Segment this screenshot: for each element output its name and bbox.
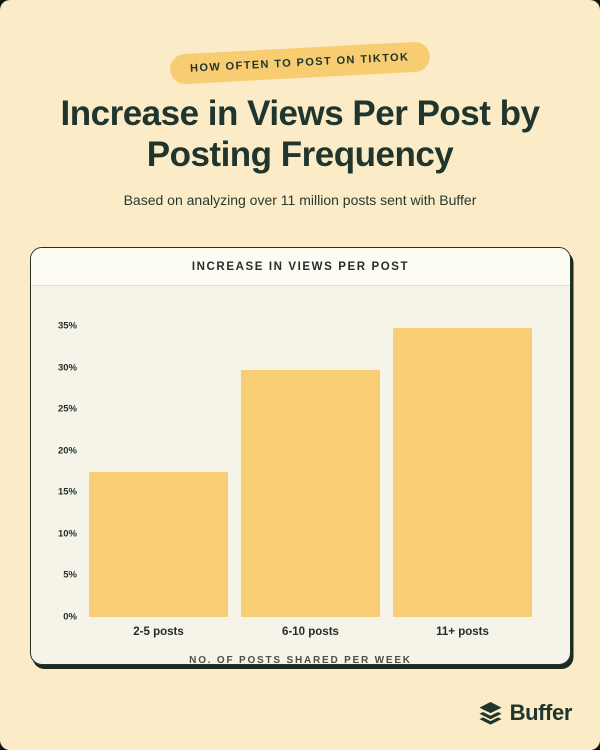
buffer-wordmark: Buffer — [509, 700, 573, 725]
x-axis-labels: 2-5 posts 6-10 posts 11+ posts — [31, 617, 570, 638]
badge-container: HOW OFTEN TO POST ON TIKTOK — [0, 0, 600, 85]
buffer-logo-icon — [479, 701, 502, 725]
page-subtitle: Based on analyzing over 11 million posts… — [123, 192, 477, 209]
bar — [241, 370, 380, 617]
y-axis-tick-label: 10% — [57, 528, 77, 540]
bar — [89, 471, 228, 617]
bar-chart: 0% 5% 10% 15% 20% 25% 30% 35% — [31, 286, 570, 623]
y-axis: 0% 5% 10% 15% 20% 25% 30% 35% — [43, 306, 89, 623]
topic-badge: HOW OFTEN TO POST ON TIKTOK — [169, 41, 431, 85]
plot-area — [89, 306, 532, 617]
y-axis-tick-label: 15% — [57, 486, 77, 498]
x-axis-label: 11+ posts — [436, 626, 489, 638]
y-axis-tick-label: 5% — [63, 569, 77, 581]
y-axis-tick-label: 25% — [57, 403, 77, 415]
chart-card-title: INCREASE IN VIEWS PER POST — [31, 248, 570, 286]
x-axis-label: 2-5 posts — [133, 626, 184, 638]
bar — [393, 327, 532, 617]
y-axis-tick-label: 0% — [63, 611, 77, 623]
y-axis-tick-label: 30% — [57, 362, 77, 374]
page-title: Increase in Views Per Post by Posting Fr… — [60, 94, 541, 174]
chart-card: INCREASE IN VIEWS PER POST 0% 5% 10% 15% 20%… — [30, 247, 571, 665]
x-axis-caption: NO. OF POSTS SHARED PER WEEK — [189, 655, 412, 665]
footer-branding: Buffer — [478, 700, 572, 726]
y-axis-tick-label: 35% — [57, 320, 77, 332]
x-axis-label: 6-10 posts — [282, 626, 339, 638]
y-axis-tick-label: 20% — [57, 445, 77, 457]
